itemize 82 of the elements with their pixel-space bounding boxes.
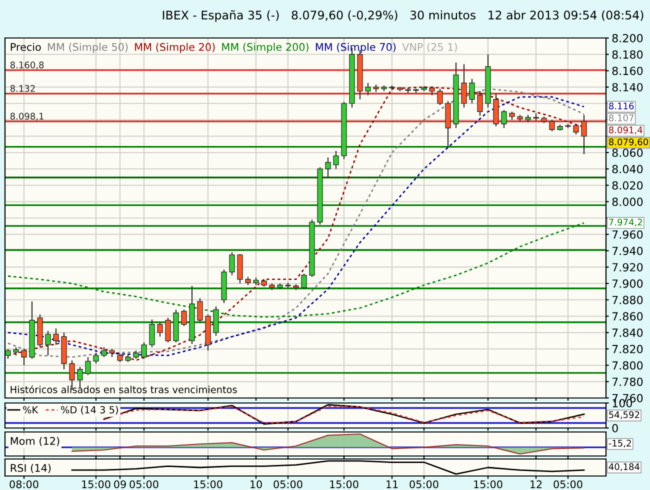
legend-label: %K bbox=[23, 406, 38, 414]
y-tick-label: 7.960 bbox=[612, 230, 643, 239]
annotation: Históricos alisados en saltos tras vencimientos bbox=[10, 385, 237, 394]
candlestick bbox=[573, 123, 579, 136]
y-tick-label: 7.940 bbox=[612, 246, 643, 256]
x-tick-label: 12 bbox=[530, 480, 542, 488]
x-tick-label: 15:00 bbox=[194, 480, 222, 488]
x-tick-label: 05:00 bbox=[410, 480, 438, 488]
candlestick bbox=[325, 156, 331, 178]
y-tick-label: 8.060 bbox=[612, 148, 643, 157]
y-tick-label: 8.140 bbox=[612, 83, 643, 92]
text: MM (Simple 200) bbox=[222, 42, 308, 53]
x-tick-label: 08:00 bbox=[10, 480, 38, 488]
candlestick bbox=[165, 317, 171, 343]
candlestick bbox=[229, 252, 235, 276]
y-tick-label: 7.780 bbox=[612, 378, 643, 386]
x-tick-label: 05:00 bbox=[554, 480, 582, 488]
candlestick bbox=[53, 328, 59, 346]
y-tick-label: 0 bbox=[612, 424, 618, 432]
text: MM (Simple 50) bbox=[48, 42, 128, 53]
x-tick-label: 05:00 bbox=[130, 480, 158, 488]
y-tick-label: 7.840 bbox=[612, 328, 643, 337]
candlestick bbox=[213, 306, 219, 336]
y-tick-label: 7.820 bbox=[612, 344, 643, 354]
candlestick bbox=[101, 346, 107, 358]
text: -15,2 bbox=[608, 440, 631, 448]
y-tick-label: 8.160 bbox=[612, 66, 643, 76]
candlestick bbox=[5, 348, 11, 360]
candlestick bbox=[437, 88, 443, 106]
legend-title: Precio bbox=[10, 42, 41, 51]
ref-line-label: 8.098,1 bbox=[10, 112, 44, 121]
text: 8.091,4 bbox=[609, 126, 642, 134]
text: 8.116 bbox=[609, 102, 634, 110]
y-tick-label: 7.920 bbox=[612, 263, 643, 272]
candlestick bbox=[365, 82, 371, 96]
candlestick bbox=[149, 318, 155, 348]
candlestick bbox=[197, 298, 203, 324]
chart-title: RSI (14) bbox=[10, 464, 51, 474]
candlestick bbox=[461, 64, 467, 108]
text: MM (Simple 20) bbox=[135, 42, 215, 53]
candlestick bbox=[581, 114, 587, 155]
candlestick bbox=[21, 348, 27, 366]
candlestick bbox=[477, 90, 483, 116]
ref-line-label: 8.132 bbox=[10, 85, 35, 92]
x-tick-label: 05:00 bbox=[274, 480, 302, 488]
candlestick bbox=[501, 109, 507, 129]
legend-label: %D (14 3 5) bbox=[61, 406, 118, 415]
x-tick-label: 11 bbox=[386, 480, 398, 488]
candlestick bbox=[141, 342, 147, 360]
y-tick-label: 7.900 bbox=[612, 279, 643, 288]
chart-title: Mom (12) bbox=[10, 436, 60, 446]
text: MM (Simple 70) bbox=[316, 42, 396, 53]
candlestick bbox=[85, 356, 91, 376]
y-tick-label: 7.880 bbox=[612, 296, 643, 304]
candlestick bbox=[333, 150, 339, 170]
chart-title: IBEX - España 35 (-) 8.079,60 (-0,29%) 30 minutos 12 abr 2013 09:54 (08:54) bbox=[162, 10, 644, 22]
x-tick-label: 15:00 bbox=[474, 480, 502, 488]
candlestick bbox=[181, 309, 187, 327]
y-tick-label: 8.040 bbox=[612, 164, 643, 174]
candlestick bbox=[469, 78, 475, 104]
y-tick-label: 8.180 bbox=[612, 50, 643, 59]
y-tick-label: 7.800 bbox=[612, 361, 643, 370]
x-tick-label: 10 bbox=[250, 480, 262, 488]
x-tick-label: 09 bbox=[114, 480, 126, 488]
text: 7.974,2 bbox=[609, 218, 642, 226]
ref-line-label: 8.160,8 bbox=[10, 61, 44, 70]
candlestick bbox=[549, 119, 555, 132]
annotation: VNP (25 1) bbox=[402, 42, 457, 52]
candlestick bbox=[93, 352, 99, 364]
text: 8.079,60 bbox=[609, 138, 648, 146]
candlestick bbox=[45, 330, 51, 356]
x-tick-label: 15:00 bbox=[82, 480, 110, 488]
y-tick-label: 7.860 bbox=[612, 312, 643, 321]
text: 8.107 bbox=[609, 114, 634, 122]
candlestick bbox=[157, 322, 163, 338]
x-tick-label: 15:00 bbox=[330, 480, 358, 488]
y-tick-label: 8.020 bbox=[612, 181, 643, 190]
text: 54,592 bbox=[609, 411, 640, 420]
y-tick-label: 8.200 bbox=[612, 34, 643, 42]
y-tick-label: 8.000 bbox=[612, 198, 643, 206]
candlestick bbox=[301, 273, 307, 290]
text: 40,184 bbox=[608, 463, 640, 472]
